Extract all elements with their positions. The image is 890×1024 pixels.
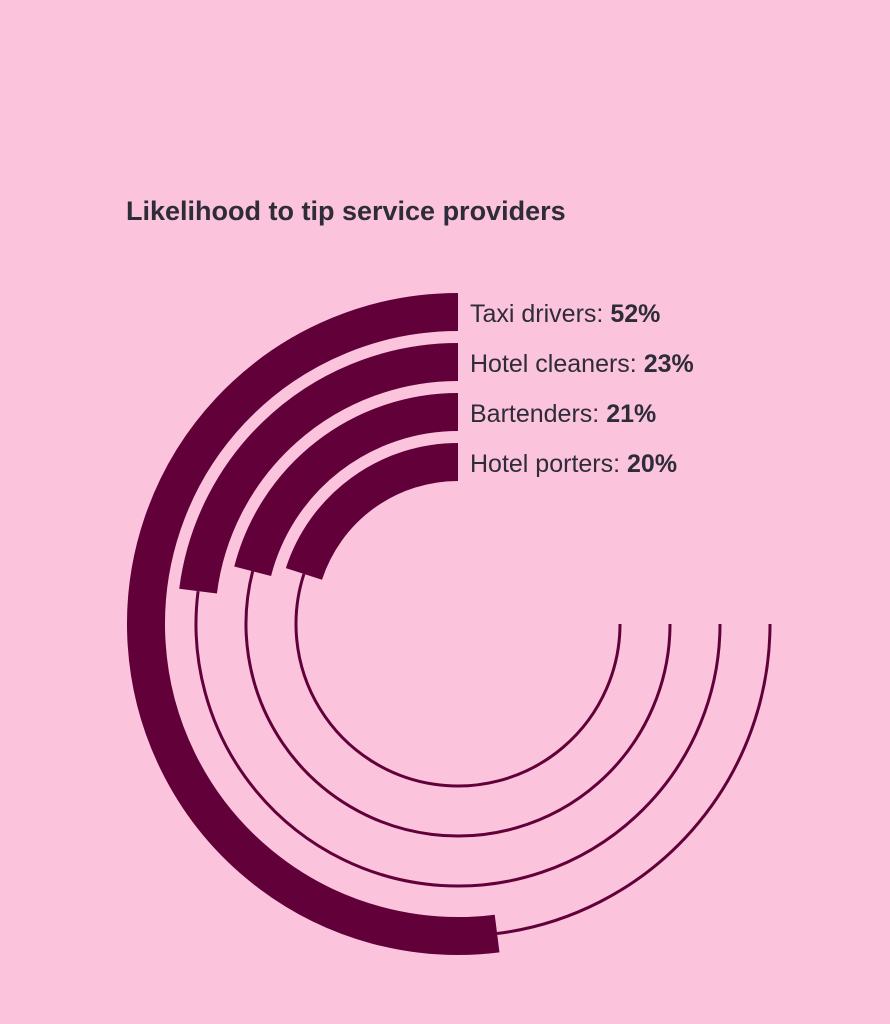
ring-label-category: Taxi drivers: <box>470 300 610 328</box>
ring-label-value: 23% <box>644 350 694 378</box>
ring-0: Taxi drivers: 52% <box>127 293 772 955</box>
ring-bar <box>127 293 500 955</box>
ring-label: Hotel porters: 20% <box>470 450 677 478</box>
ring-3: Hotel porters: 20% <box>285 443 677 788</box>
ring-label-category: Bartenders: <box>470 400 606 428</box>
ring-label-category: Hotel cleaners: <box>470 350 644 378</box>
ring-label-value: 52% <box>610 300 660 328</box>
chart-title: Likelihood to tip service providers <box>126 196 566 226</box>
ring-2: Bartenders: 21% <box>234 393 672 838</box>
ring-label: Hotel cleaners: 23% <box>470 350 694 378</box>
ring-label-value: 20% <box>627 450 677 478</box>
ring-track <box>496 623 772 936</box>
ring-1: Hotel cleaners: 23% <box>179 343 722 888</box>
ring-label-category: Hotel porters: <box>470 450 627 478</box>
ring-label: Taxi drivers: 52% <box>470 300 660 328</box>
ring-bar <box>179 343 459 594</box>
ring-label-value: 21% <box>606 400 656 428</box>
ring-track <box>244 570 672 838</box>
ring-track <box>194 590 722 888</box>
ring-label: Bartenders: 21% <box>470 400 656 428</box>
ring-track <box>294 573 622 788</box>
ring-bar <box>285 443 459 581</box>
ring-bar <box>234 393 459 577</box>
